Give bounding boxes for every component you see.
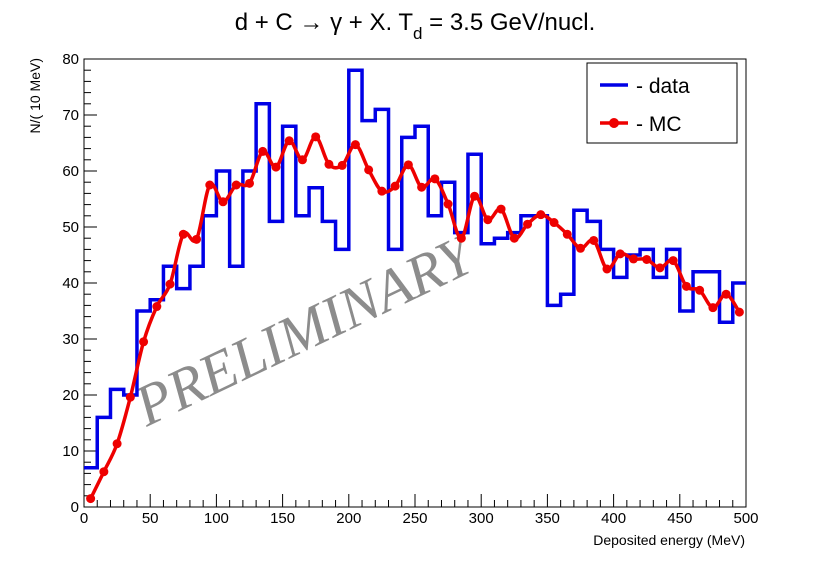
mc-point — [324, 159, 334, 169]
mc-point — [628, 254, 638, 264]
x-tick-label: 500 — [733, 510, 758, 527]
mc-point — [178, 229, 188, 239]
mc-point — [496, 204, 506, 214]
y-tick-label: 20 — [62, 387, 79, 404]
mc-point — [258, 146, 268, 156]
title-tail: = 3.5 GeV/nucl. — [422, 9, 595, 36]
x-tick-label: 0 — [80, 510, 88, 527]
mc-point — [589, 235, 599, 245]
mc-point — [602, 264, 612, 274]
data-series — [84, 68, 746, 470]
x-tick-label: 250 — [402, 510, 427, 527]
x-tick-label: 400 — [601, 510, 626, 527]
legend-mc-label: - MC — [636, 113, 682, 136]
y-tick-label: 10 — [62, 443, 79, 460]
mc-point — [218, 197, 228, 207]
mc-point — [642, 254, 652, 264]
mc-point — [165, 279, 175, 289]
mc-point — [708, 303, 718, 313]
mc-point — [509, 233, 519, 243]
mc-point — [152, 302, 162, 312]
y-tick-label: 30 — [62, 331, 79, 348]
mc-point — [390, 181, 400, 191]
mc-point — [681, 281, 691, 291]
mc-point — [192, 234, 202, 244]
x-tick-label: 50 — [142, 510, 159, 527]
mc-point — [377, 186, 387, 196]
mc-point — [549, 218, 559, 228]
mc-point — [430, 174, 440, 184]
data-histogram-line — [84, 68, 746, 470]
mc-point — [562, 229, 572, 239]
mc-point — [695, 285, 705, 295]
mc-point — [139, 337, 149, 347]
y-axis-title: N/( 10 MeV) — [27, 58, 43, 133]
mc-point — [205, 180, 215, 190]
mc-point — [417, 182, 427, 192]
y-tick-label: 60 — [62, 163, 79, 180]
x-tick-label: 450 — [667, 510, 692, 527]
mc-point — [734, 307, 744, 317]
mc-point — [245, 178, 254, 188]
mc-point — [668, 256, 678, 266]
mc-point — [99, 467, 109, 477]
chart-title: d + C → γ + X. Td = 3.5 GeV/nucl. — [235, 9, 596, 43]
legend-data-label: - data — [636, 75, 690, 98]
mc-point — [350, 140, 360, 150]
mc-point — [470, 191, 480, 201]
legend-box — [586, 62, 738, 144]
mc-point — [337, 160, 347, 170]
mc-curve — [89, 135, 741, 500]
x-axis: 0 50 100 150 200 250 300 350 400 450 500 — [80, 494, 759, 527]
mc-point — [311, 132, 321, 142]
legend-mc-marker — [609, 118, 619, 128]
mc-series — [86, 132, 744, 504]
mc-point — [112, 439, 122, 449]
title-main: d + C → γ + X. T — [235, 9, 414, 36]
mc-point — [443, 199, 453, 209]
x-axis-title: Deposited energy (MeV) — [593, 532, 745, 548]
y-tick-label: 70 — [62, 107, 79, 124]
title-subscript: d — [413, 24, 422, 43]
y-tick-label: 0 — [71, 499, 79, 516]
x-tick-label: 200 — [336, 510, 361, 527]
mc-point — [523, 219, 533, 229]
mc-point — [403, 160, 413, 170]
mc-point — [231, 180, 241, 190]
mc-point — [284, 136, 294, 146]
y-tick-label: 80 — [62, 51, 79, 68]
mc-point — [271, 162, 281, 172]
mc-point — [615, 249, 625, 259]
y-tick-label: 40 — [62, 275, 79, 292]
x-tick-label: 100 — [204, 510, 229, 527]
mc-point — [125, 392, 135, 402]
mc-point — [536, 210, 546, 220]
mc-point — [86, 494, 96, 504]
mc-point — [655, 263, 665, 273]
mc-point — [364, 165, 374, 175]
mc-point — [721, 289, 731, 299]
x-tick-label: 300 — [469, 510, 494, 527]
mc-point — [576, 243, 585, 253]
y-tick-label: 50 — [62, 219, 79, 236]
mc-point — [483, 215, 493, 225]
legend: - data - MC — [586, 62, 738, 144]
mc-point — [456, 233, 466, 243]
x-tick-label: 350 — [535, 510, 560, 527]
mc-point — [297, 155, 307, 165]
x-tick-label: 150 — [270, 510, 295, 527]
y-axis: 0 10 20 30 40 50 60 70 80 — [62, 51, 97, 516]
